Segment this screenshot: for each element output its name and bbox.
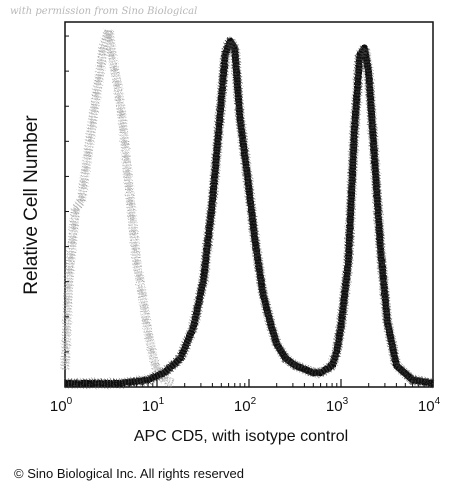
x-tick-label: 100 xyxy=(50,396,73,415)
x-tick-label: 103 xyxy=(326,396,349,415)
watermark: with permission from Sino Biological xyxy=(10,6,198,17)
apc-cd5-histogram xyxy=(65,29,434,389)
series-layer xyxy=(60,28,434,389)
tick-layer: 100 101 102 103 104 xyxy=(50,35,441,415)
x-tick-label: 104 xyxy=(418,396,441,415)
x-tick-label: 101 xyxy=(142,396,165,415)
isotype-control-histogram xyxy=(60,28,175,388)
x-tick-label: 102 xyxy=(234,396,257,415)
x-axis-label: APC CD5, with isotype control xyxy=(134,428,348,445)
y-axis-label: Relative Cell Number xyxy=(21,115,42,295)
copyright-text: © Sino Biological Inc. All rights reserv… xyxy=(14,466,244,481)
